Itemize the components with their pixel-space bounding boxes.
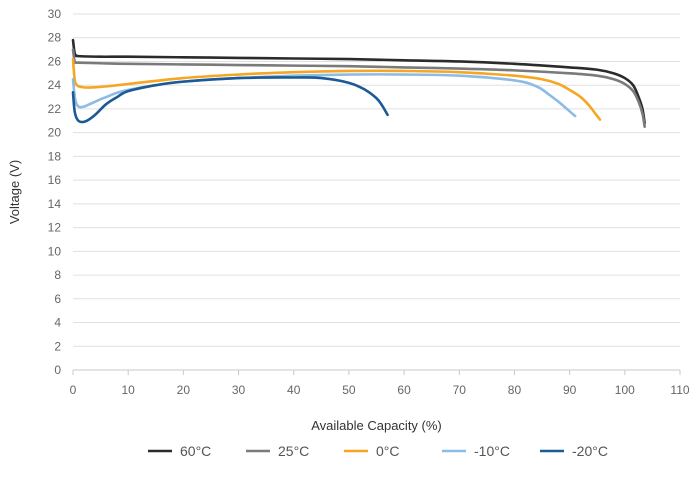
x-tick-label-80: 80 xyxy=(508,383,522,397)
y-tick-label-18: 18 xyxy=(48,149,62,163)
y-tick-label-20: 20 xyxy=(48,126,62,140)
legend-label-0: 60°C xyxy=(180,443,211,459)
x-tick-label-20: 20 xyxy=(177,383,191,397)
x-tick-label-70: 70 xyxy=(453,383,467,397)
y-tick-label-30: 30 xyxy=(48,7,62,21)
legend-label-1: 25°C xyxy=(278,443,309,459)
y-tick-label-4: 4 xyxy=(54,316,61,330)
y-tick-label-0: 0 xyxy=(54,363,61,377)
series-group xyxy=(71,38,646,129)
y-tick-label-6: 6 xyxy=(54,292,61,306)
series-line-2 xyxy=(71,57,602,121)
y-tick-label-24: 24 xyxy=(48,78,62,92)
x-axis-ticks: 0 10 20 30 40 50 60 70 80 90 100 110 xyxy=(70,370,690,397)
legend-item-0: 60°C xyxy=(148,443,211,459)
legend-item-3: -10°C xyxy=(442,443,510,459)
legend-item-1: 25°C xyxy=(246,443,309,459)
x-tick-label-50: 50 xyxy=(342,383,356,397)
legend-label-3: -10°C xyxy=(474,443,510,459)
legend: 60°C 25°C 0°C -10°C -20°C xyxy=(148,443,608,459)
series-line-3 xyxy=(71,73,577,118)
x-tick-label-60: 60 xyxy=(397,383,411,397)
legend-label-2: 0°C xyxy=(376,443,400,459)
x-tick-label-100: 100 xyxy=(615,383,635,397)
x-tick-label-40: 40 xyxy=(287,383,301,397)
legend-label-4: -20°C xyxy=(572,443,608,459)
y-axis-title: Voltage (V) xyxy=(7,160,22,224)
y-tick-label-26: 26 xyxy=(48,54,62,68)
legend-item-4: -20°C xyxy=(540,443,608,459)
y-tick-label-10: 10 xyxy=(48,244,62,258)
legend-item-2: 0°C xyxy=(344,443,400,459)
x-tick-label-0: 0 xyxy=(70,383,77,397)
series-line-1 xyxy=(71,48,646,129)
y-tick-label-2: 2 xyxy=(54,339,61,353)
y-tick-label-22: 22 xyxy=(48,102,62,116)
y-tick-label-12: 12 xyxy=(48,221,62,235)
x-tick-label-110: 110 xyxy=(670,383,689,397)
x-tick-label-10: 10 xyxy=(122,383,136,397)
y-tick-label-28: 28 xyxy=(48,31,62,45)
x-tick-label-90: 90 xyxy=(563,383,577,397)
series-line-0 xyxy=(71,38,646,125)
gridlines xyxy=(73,13,680,347)
y-tick-label-8: 8 xyxy=(54,268,61,282)
y-tick-label-14: 14 xyxy=(48,197,62,211)
x-tick-label-30: 30 xyxy=(232,383,246,397)
x-axis-title: Available Capacity (%) xyxy=(311,418,442,433)
series-line-4 xyxy=(71,76,389,124)
y-tick-label-16: 16 xyxy=(48,173,62,187)
